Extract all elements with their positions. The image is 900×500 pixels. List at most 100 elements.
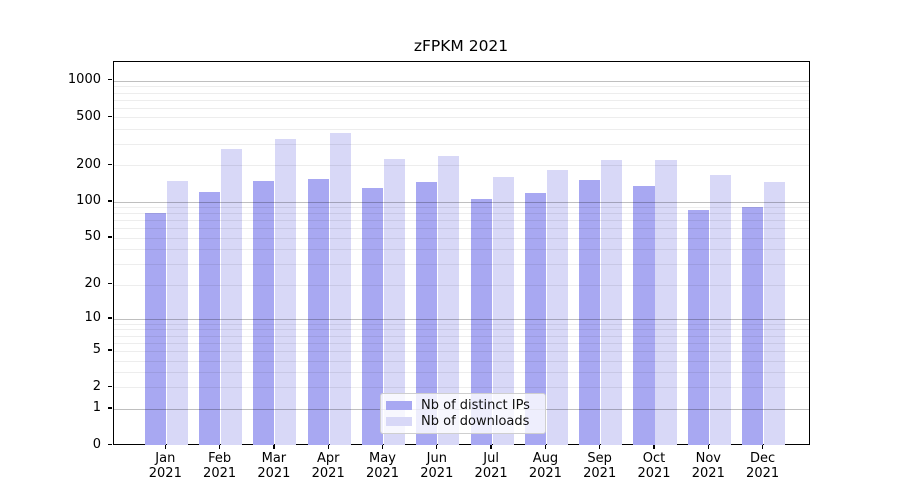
- x-tick-mark: [218, 444, 221, 449]
- gridline-minor: [113, 387, 809, 389]
- y-tick-label: 100: [76, 193, 101, 209]
- x-tick-mark: [707, 444, 709, 449]
- bar-nb-of-downloads-oct: [655, 160, 677, 446]
- gridline-minor: [113, 335, 809, 337]
- x-tick-label-jan: Jan 2021: [133, 451, 197, 482]
- x-tick-mark: [436, 444, 438, 449]
- bar-nb-of-downloads-dec: [764, 181, 786, 446]
- x-tick-mark: [327, 444, 329, 449]
- bar-nb-of-downloads-jun: [438, 155, 460, 446]
- gridline-minor: [113, 264, 809, 266]
- x-tick-month: Jul: [483, 450, 499, 466]
- x-tick-mark: [599, 444, 601, 449]
- legend: Nb of distinct IPs Nb of downloads: [380, 393, 546, 434]
- gridline-minor: [113, 144, 809, 146]
- x-tick-year: 2021: [311, 466, 345, 481]
- bar-nb-of-distinct-ips-aug: [524, 192, 546, 446]
- gridline-minor: [113, 92, 809, 94]
- x-tick-month: Dec: [750, 450, 776, 466]
- bar-nb-of-distinct-ips-apr: [307, 178, 329, 446]
- bars-layer: [114, 62, 810, 446]
- x-tick-year: 2021: [148, 466, 182, 481]
- x-tick-month: Mar: [261, 450, 287, 466]
- y-tick-label: 20: [84, 276, 101, 292]
- legend-label-downloads: Nb of downloads: [421, 414, 530, 430]
- bar-nb-of-downloads-mar: [275, 139, 297, 446]
- y-tick-label: 200: [76, 156, 101, 172]
- x-tick-month: Sep: [587, 450, 612, 466]
- x-tick-month: Apr: [316, 450, 340, 466]
- x-tick-month: Aug: [532, 450, 559, 466]
- x-tick-year: 2021: [583, 466, 617, 481]
- x-tick-label-dec: Dec 2021: [731, 451, 795, 482]
- bar-nb-of-distinct-ips-sep: [579, 180, 601, 446]
- gridline-minor: [113, 220, 809, 222]
- x-tick-mark: [490, 444, 492, 449]
- bar-nb-of-downloads-sep: [601, 160, 623, 446]
- x-tick-year: 2021: [528, 466, 562, 481]
- x-tick-mark: [164, 444, 166, 449]
- x-tick-label-sep: Sep 2021: [568, 451, 632, 482]
- bar-nb-of-downloads-apr: [329, 133, 351, 446]
- bar-nb-of-downloads-may: [383, 159, 406, 446]
- y-tick-label: 1000: [67, 72, 101, 88]
- legend-row-downloads: Nb of downloads: [386, 414, 539, 429]
- y-tick-mark: [107, 283, 112, 285]
- x-tick-label-oct: Oct 2021: [622, 451, 686, 482]
- x-tick-mark: [544, 444, 547, 449]
- legend-label-distinct-ips: Nb of distinct IPs: [421, 397, 530, 413]
- plot-area: [112, 60, 810, 446]
- gridline-minor: [113, 228, 809, 230]
- gridline-minor: [113, 360, 809, 362]
- bar-nb-of-distinct-ips-nov: [687, 209, 709, 446]
- y-tick-label: 0: [92, 437, 101, 452]
- bar-nb-of-distinct-ips-feb: [199, 191, 221, 446]
- x-tick-mark: [653, 444, 655, 449]
- x-tick-label-jun: Jun 2021: [405, 451, 469, 482]
- x-tick-month: Jan: [155, 450, 176, 466]
- x-tick-month: Feb: [208, 450, 232, 466]
- gridline-minor: [113, 117, 809, 119]
- x-tick-label-feb: Feb 2021: [188, 451, 252, 482]
- y-tick-mark: [107, 79, 112, 81]
- bar-nb-of-downloads-jan: [166, 181, 188, 446]
- gridline-minor: [113, 86, 809, 88]
- gridline-minor: [113, 342, 809, 344]
- x-tick-label-may: May 2021: [351, 451, 415, 482]
- bar-nb-of-distinct-ips-dec: [742, 206, 764, 446]
- bar-nb-of-downloads-aug: [546, 169, 568, 446]
- chart-title: zFPKM 2021: [413, 37, 509, 55]
- y-tick-label: 10: [84, 310, 101, 326]
- bar-nb-of-distinct-ips-jun: [416, 182, 438, 446]
- gridline-minor: [113, 237, 809, 239]
- x-tick-year: 2021: [365, 466, 400, 481]
- gridline-minor: [113, 165, 809, 167]
- bar-nb-of-distinct-ips-may: [361, 187, 384, 446]
- bar-nb-of-downloads-feb: [221, 149, 243, 446]
- y-tick-mark: [107, 385, 112, 388]
- y-tick-label: 5: [92, 342, 101, 358]
- gridline-minor: [113, 107, 809, 109]
- gridline-minor: [113, 323, 809, 325]
- legend-row-distinct-ips: Nb of distinct IPs: [386, 398, 539, 413]
- y-tick-mark: [107, 349, 112, 351]
- x-tick-year: 2021: [203, 466, 237, 481]
- gridline-major: [113, 80, 809, 82]
- x-tick-label-mar: Mar 2021: [242, 451, 306, 482]
- x-tick-mark: [273, 444, 275, 449]
- x-tick-year: 2021: [257, 466, 291, 481]
- x-tick-month: Nov: [695, 450, 721, 466]
- bar-nb-of-downloads-jul: [492, 176, 514, 446]
- x-tick-month: Jun: [426, 450, 447, 466]
- y-tick-mark: [107, 317, 112, 319]
- gridline-major: [113, 201, 809, 203]
- gridline-minor: [113, 213, 809, 215]
- y-tick-mark: [107, 407, 112, 409]
- y-tick-label: 1: [92, 400, 101, 416]
- gridline-minor: [113, 350, 809, 352]
- legend-swatch-distinct-ips: [386, 400, 412, 410]
- bar-nb-of-downloads-nov: [709, 174, 731, 446]
- x-tick-label-apr: Apr 2021: [296, 451, 360, 482]
- x-tick-label-aug: Aug 2021: [513, 451, 577, 482]
